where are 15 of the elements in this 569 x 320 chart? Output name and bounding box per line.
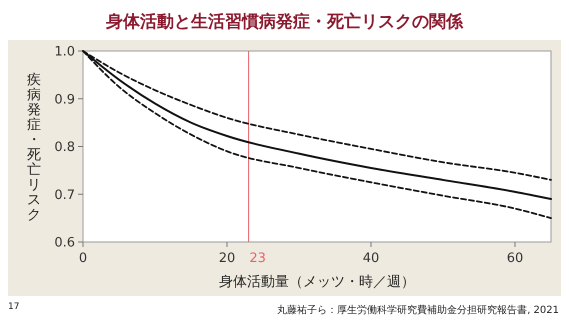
y-tick-label: 0.6 — [54, 236, 75, 250]
text: 丸藤祐子ら：厚生労働科学研究費補助金分担研究報告書, 2021 — [277, 304, 559, 316]
y-tick-label: 0.9 — [54, 92, 75, 108]
x-axis-title: 身体活動量（メッツ・時／週） — [219, 274, 415, 290]
x-tick-label: 20 — [218, 251, 236, 266]
x-tick-label: 40 — [362, 251, 380, 266]
text: 疾病発症・死亡リスク — [27, 72, 41, 223]
chart-title: 身体活動と生活習慣病発症・死亡リスクの関係 — [105, 12, 464, 32]
y-tick-label: 0.8 — [54, 140, 75, 155]
x-tick-label: 60 — [506, 251, 524, 266]
y-tick-label: 1.0 — [54, 44, 75, 60]
text: 17 — [8, 302, 20, 312]
ref-line-label: 23 — [249, 251, 266, 266]
x-tick-label: 0 — [78, 251, 88, 266]
y-tick-label: 0.7 — [54, 188, 75, 203]
